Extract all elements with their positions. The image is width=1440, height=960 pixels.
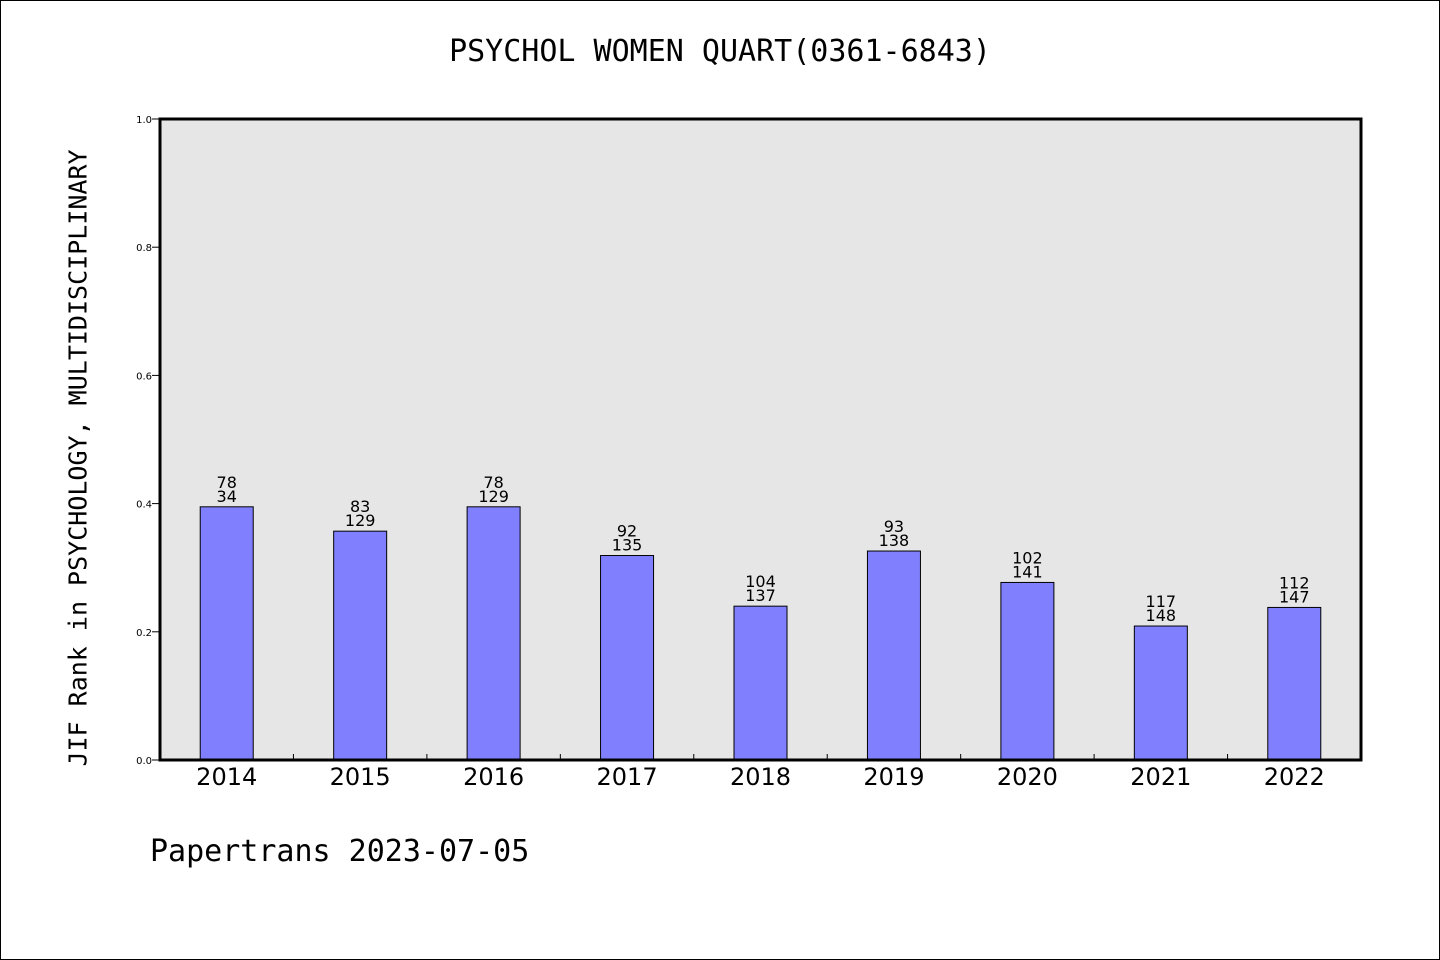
x-category-label: 2021 [1130,763,1191,791]
y-tick-label: 0.0 [136,756,152,767]
bar-2018 [733,605,788,761]
bar-2014 [199,506,254,761]
bar-label-top: 112 [1279,573,1310,592]
bar-2022 [1267,606,1322,761]
bar-label-bottom: 138 [879,531,910,550]
bar-2021 [1133,625,1188,761]
chart-title: PSYCHOL WOMEN QUART(0361-6843) [449,34,991,69]
x-category-label: 2015 [330,763,391,791]
bar-label-top: 117 [1146,592,1177,611]
y-tick-label: 0.4 [136,500,152,511]
bar-label-top: 78 [483,473,503,492]
bar-label-bottom: 137 [745,586,776,605]
bar-label-bottom: 129 [345,511,376,530]
bar-label-bottom: 34 [217,487,237,506]
x-category-label: 2020 [997,763,1058,791]
bar-label-top: 102 [1012,548,1043,567]
plot-border [158,117,1363,762]
x-category-label: 2019 [863,763,924,791]
x-category-label: 2018 [730,763,791,791]
bar-label-top: 83 [350,497,370,516]
bars [199,506,1322,761]
bar-labels: 7834831297812992135104137931381021411171… [217,473,1310,625]
y-tick-label: 0.2 [136,628,152,639]
bar-2017 [600,555,655,761]
bar-label-bottom: 135 [612,536,643,555]
bar-label-bottom: 147 [1279,587,1310,606]
bar-label-top: 93 [884,517,904,536]
x-category-label: 2016 [463,763,524,791]
y-tick-label: 0.8 [136,243,152,254]
bar-label-top: 92 [617,522,637,541]
bar-label-top: 104 [745,572,776,591]
y-tick-label: 0.6 [136,371,152,382]
bar-2015 [333,530,388,761]
x-category-label: 2022 [1264,763,1325,791]
x-category-label: 2014 [196,763,257,791]
bar-label-bottom: 141 [1012,562,1043,581]
x-category-label: 2017 [597,763,658,791]
bar-2020 [1000,581,1055,761]
bar-2019 [866,550,921,761]
y-axis-ticks: 0.0 0.2 0.4 0.6 0.8 1.0 [136,115,160,767]
y-tick-label: 1.0 [136,115,152,126]
x-axis-category-labels: 2014 2015 2016 2017 2018 2019 2020 2021 2022 [196,763,1325,791]
footer-credit: Papertrans 2023-07-05 [150,834,530,869]
bar-label-bottom: 148 [1146,606,1177,625]
bar-label-top: 78 [217,473,237,492]
bar-label-bottom: 129 [478,487,509,506]
bar-2016 [466,506,521,761]
